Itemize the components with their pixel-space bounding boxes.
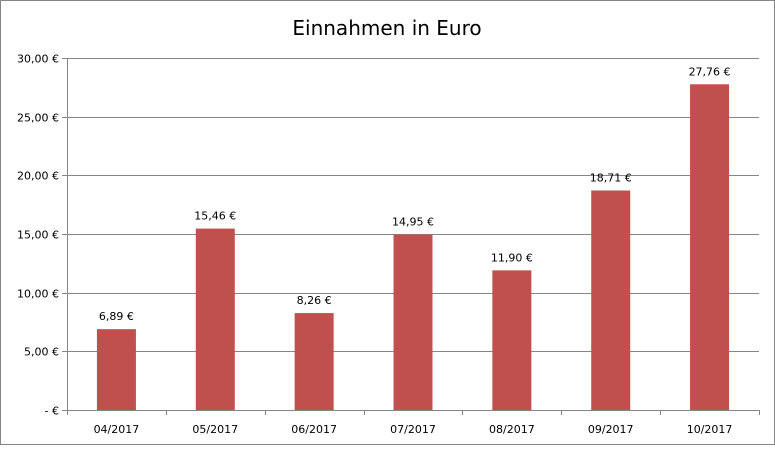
axes <box>67 58 759 411</box>
x-tick-label: 05/2017 <box>192 423 238 436</box>
data-label: 15,46 € <box>194 210 236 223</box>
bar <box>591 190 631 410</box>
x-tick-label: 07/2017 <box>390 423 436 436</box>
grid-lines <box>67 58 759 352</box>
x-tick-label: 08/2017 <box>489 423 535 436</box>
bar <box>294 313 334 410</box>
x-tick-label: 06/2017 <box>291 423 337 436</box>
data-labels: 6,89 € 15,46 € 8,26 € 14,95 € 11,90 € 18,71 €… <box>99 65 731 323</box>
data-label: 6,89 € <box>99 310 134 323</box>
y-tick-label: 25,00 € <box>17 112 59 125</box>
data-label: 11,90 € <box>491 251 533 264</box>
y-tick-label: 5,00 € <box>24 346 59 359</box>
bars <box>96 84 730 411</box>
chart-title: Einnahmen in Euro <box>292 16 481 40</box>
y-tick-label: 10,00 € <box>17 288 59 301</box>
y-tick-label: 15,00 € <box>17 229 59 242</box>
data-label: 8,26 € <box>297 294 332 307</box>
x-tick-label: 09/2017 <box>588 423 634 436</box>
y-axis-ticks: - € 5,00 € 10,00 € 15,00 € 20,00 € 25,00 € 30,… <box>17 53 67 418</box>
y-tick-label: 30,00 € <box>17 53 59 66</box>
bar <box>393 234 433 410</box>
data-label: 27,76 € <box>689 65 731 78</box>
y-tick-label: - € <box>45 405 59 418</box>
bar <box>195 228 235 410</box>
data-label: 18,71 € <box>590 171 632 184</box>
x-tick-label: 10/2017 <box>687 423 733 436</box>
bar <box>492 270 532 410</box>
y-tick-label: 20,00 € <box>17 170 59 183</box>
bar <box>96 329 136 410</box>
x-axis-ticks: 04/2017 05/2017 06/2017 07/2017 08/2017 09/20… <box>67 410 760 436</box>
bar <box>690 84 730 411</box>
data-label: 14,95 € <box>392 216 434 229</box>
x-tick-label: 04/2017 <box>94 423 140 436</box>
